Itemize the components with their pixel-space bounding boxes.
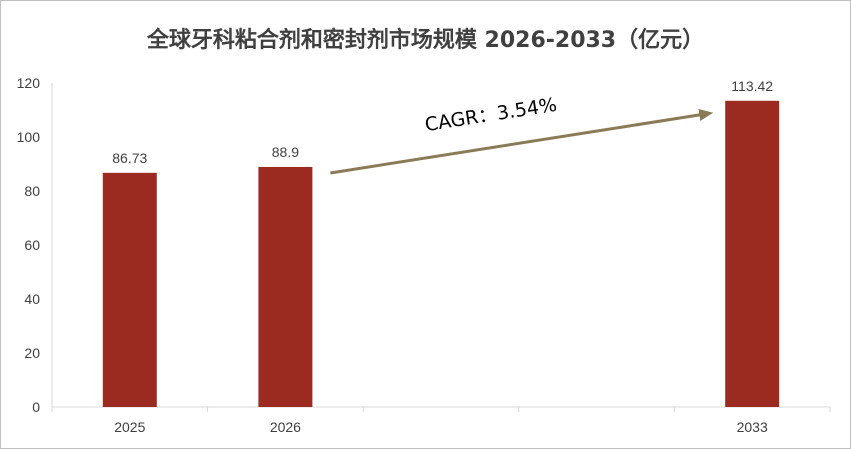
cagr-arrow-line — [330, 112, 706, 175]
bar-2025 — [102, 172, 157, 407]
bar-2033 — [725, 100, 780, 408]
data-label-2025: 86.73 — [112, 150, 147, 166]
y-tick-label: 40 — [24, 291, 40, 307]
x-tick-label: 2025 — [114, 419, 145, 435]
y-tick-label: 0 — [32, 399, 40, 415]
y-tick-label: 20 — [24, 345, 40, 361]
data-label-2033: 113.42 — [731, 78, 773, 94]
data-label-2026: 88.9 — [272, 144, 299, 160]
cagr-label: CAGR：3.54% — [423, 94, 558, 136]
x-tick-label: 2026 — [270, 419, 301, 435]
bar-2026 — [258, 166, 313, 407]
y-tick-label: 120 — [17, 75, 41, 91]
y-tick-label: 100 — [17, 129, 41, 145]
y-tick-label: 60 — [24, 237, 40, 253]
y-tick-label: 80 — [24, 183, 40, 199]
chart-title: 全球牙科粘合剂和密封剂市场规模 2026-2033（亿元） — [146, 28, 705, 53]
cagr-arrow-head — [698, 109, 714, 121]
x-tick-label: 2033 — [737, 419, 768, 435]
